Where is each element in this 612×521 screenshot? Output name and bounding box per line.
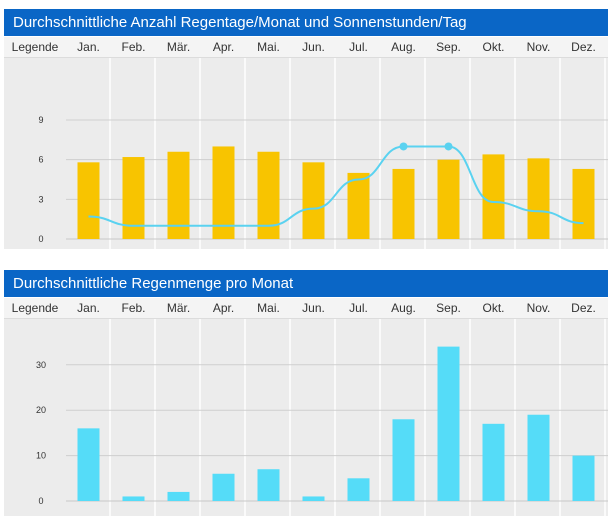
bar [167,151,190,239]
bar [167,491,190,501]
y-tick-label: 0 [38,496,43,506]
y-tick-label: 30 [36,360,46,370]
chart-panel-rain-days-sun: Durchschnittliche Anzahl Regentage/Monat… [4,9,608,249]
bar [572,168,595,239]
bar [437,159,460,239]
month-label-feb: Feb. [121,301,146,315]
month-label-aug: Aug. [391,301,416,315]
bar [77,428,100,501]
month-label-aug: Aug. [391,40,416,54]
y-tick-label: 10 [36,451,46,461]
bar [527,414,550,501]
bar [302,162,325,239]
sun-hours-line [88,145,584,227]
y-tick-label: 20 [36,405,46,415]
bar [302,496,325,501]
month-label-feb: Feb. [121,40,146,54]
plot-area: 0 10 20 30 [4,319,608,516]
bar [257,469,280,501]
y-tick-label: 6 [38,155,43,165]
month-label-mar: Mär. [166,40,191,54]
legend-label[interactable]: Legende [11,40,59,54]
month-label-dez: Dez. [571,301,596,315]
chart-rain-amount: 0 10 20 30 [36,319,608,516]
y-tick-label: 9 [38,115,43,125]
bar [212,473,235,501]
month-label-jun: Jun. [302,301,325,315]
month-label-jan: Jan. [77,40,100,54]
month-label-nov: Nov. [526,301,551,315]
month-label-mar: Mär. [166,301,191,315]
bar [392,168,415,239]
chart-title: Durchschnittliche Regenmenge pro Monat [4,270,608,297]
legend-label[interactable]: Legende [11,301,59,315]
line-point [399,142,408,151]
month-header-row: Legende Jan. Feb. Mär. Apr. Mai. Jun. Ju… [4,298,608,319]
month-label-sep: Sep. [436,40,461,54]
month-label-mai: Mai. [257,40,280,54]
bar [77,162,100,239]
month-label-dez: Dez. [571,40,596,54]
month-label-okt: Okt. [482,301,505,315]
bar [257,151,280,239]
bar [527,158,550,239]
plot-area: 0 3 6 9 [4,58,608,249]
bar [347,478,370,501]
bar [122,157,145,239]
month-label-mai: Mai. [257,301,280,315]
bar [392,419,415,501]
month-label-sep: Sep. [436,301,461,315]
month-label-jun: Jun. [302,40,325,54]
y-tick-label: 0 [38,234,43,244]
bar [437,346,460,501]
chart-panel-rain-amount: Durchschnittliche Regenmenge pro Monat L… [4,270,608,516]
chart-title: Durchschnittliche Anzahl Regentage/Monat… [4,9,608,36]
bar [122,496,145,501]
month-label-jan: Jan. [77,301,100,315]
month-label-nov: Nov. [526,40,551,54]
month-label-jul: Jul. [349,301,368,315]
month-label-apr: Apr. [212,301,235,315]
bar [482,423,505,501]
bar [212,146,235,239]
bar [347,172,370,239]
bar [482,154,505,239]
line-point [444,142,453,151]
y-tick-label: 3 [38,194,43,204]
month-header-row: Legende Jan. Feb. Mär. Apr. Mai. Jun. Ju… [4,37,608,58]
bar [572,455,595,501]
chart-rain-days-sun: 0 3 6 9 [38,58,608,249]
month-label-okt: Okt. [482,40,505,54]
month-label-apr: Apr. [212,40,235,54]
month-label-jul: Jul. [349,40,368,54]
